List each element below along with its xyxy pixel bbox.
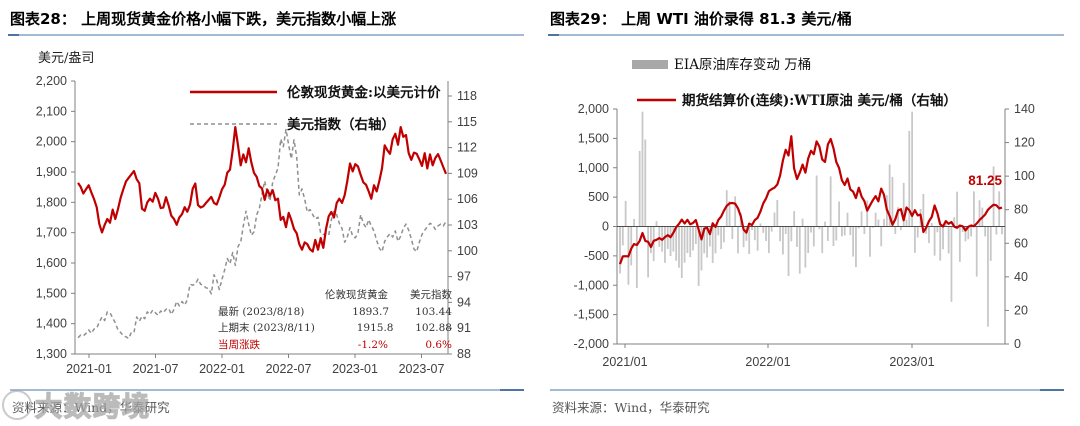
table-row-latest: 最新 (2023/8/18) 1893.7 103.44 [218, 305, 452, 318]
svg-text:2022/01: 2022/01 [745, 355, 790, 369]
figure-29-panel: 图表29： 上周 WTI 油价录得 81.3 美元/桶 2,000 1,500 1,… [540, 0, 1080, 426]
svg-text:2022-01: 2022-01 [199, 362, 245, 376]
svg-text:1,000: 1,000 [578, 161, 609, 175]
svg-text:100: 100 [457, 244, 478, 258]
svg-text:2023-07: 2023-07 [399, 362, 445, 376]
figure-28-footer: 资料来源：Wind，华泰研究 [0, 389, 540, 416]
svg-text:88: 88 [457, 347, 471, 361]
svg-text:1,700: 1,700 [36, 226, 67, 240]
figure-29-title-rule [548, 34, 1064, 36]
bottom-rule-accent [1040, 389, 1064, 391]
gold-usd-chart-area: 美元/盎司 2,200 2,100 2,000 1,900 1,800 1,700 1,600… [0, 44, 540, 384]
figure-28-panel: 图表28： 上周现货黄金价格小幅下跌，美元指数小幅上涨 美元/盎司 2,200 2,… [0, 10, 540, 416]
svg-text:伦敦现货黄金:以美元计价: 伦敦现货黄金:以美元计价 [287, 84, 441, 101]
svg-text:-2,000: -2,000 [574, 337, 609, 351]
title-rule-accent [548, 34, 559, 36]
gold-usd-stats-table: 伦敦现货黄金 美元指数 最新 (2023/8/18) 1893.7 103.44… [218, 287, 452, 353]
table-header-gold: 伦敦现货黄金 [325, 289, 388, 301]
svg-text:2,000: 2,000 [578, 102, 609, 116]
svg-text:0: 0 [602, 220, 609, 234]
figure-29-bottom-rule [550, 389, 1064, 391]
oil-inventory-chart: 2,000 1,500 1,000 500 0 -500 -1,000 -1,500 -2,00… [574, 57, 1035, 369]
svg-text:2021/01: 2021/01 [602, 355, 647, 369]
table-header-dxy: 美元指数 [410, 289, 452, 301]
table-row-previous: 上期末 (2023/8/11) 1915.8 102.88 [218, 322, 452, 334]
figure-29-footer: 资料来源：Wind，华泰研究 [540, 389, 1080, 416]
svg-text:115: 115 [457, 115, 477, 129]
svg-text:100: 100 [1014, 169, 1035, 183]
svg-text:EIA原油库存变动 万桶: EIA原油库存变动 万桶 [674, 57, 811, 73]
svg-text:-1,000: -1,000 [574, 278, 609, 292]
bottom-rule-accent [500, 389, 524, 391]
oil-chart-area: 2,000 1,500 1,000 500 0 -500 -1,000 -1,500 -2,00… [540, 44, 1080, 384]
svg-text:2021-07: 2021-07 [133, 362, 179, 376]
svg-text:109: 109 [457, 166, 478, 180]
gold-usd-chart: 美元/盎司 2,200 2,100 2,000 1,900 1,800 1,700 1,600… [36, 51, 478, 376]
title-rule-accent [8, 34, 19, 36]
svg-text:500: 500 [588, 190, 609, 204]
svg-text:2021-01: 2021-01 [66, 362, 112, 376]
figure-28-source: 资料来源：Wind，华泰研究 [12, 400, 170, 415]
table-header-row: 伦敦现货黄金 美元指数 [218, 287, 452, 304]
svg-text:118: 118 [457, 89, 477, 103]
svg-text:80: 80 [1014, 203, 1028, 217]
svg-text:40: 40 [1014, 270, 1028, 284]
svg-text:112: 112 [457, 141, 477, 155]
svg-text:2,200: 2,200 [36, 74, 67, 88]
table-row-wow-change: 当周涨跌 -1.2% 0.6% [218, 338, 452, 351]
svg-text:2,000: 2,000 [36, 135, 67, 149]
svg-text:81.25: 81.25 [968, 173, 1002, 188]
svg-text:97: 97 [457, 270, 471, 284]
svg-text:1,500: 1,500 [578, 131, 609, 145]
svg-text:2023/01: 2023/01 [889, 355, 934, 369]
svg-text:1,800: 1,800 [36, 195, 67, 209]
figure-29-source: 资料来源：Wind，华泰研究 [552, 400, 710, 415]
svg-text:1,500: 1,500 [36, 286, 67, 300]
svg-text:1,300: 1,300 [36, 347, 67, 361]
svg-text:1,900: 1,900 [36, 165, 67, 179]
svg-text:94: 94 [457, 295, 471, 309]
svg-text:美元指数（右轴）: 美元指数（右轴） [287, 116, 395, 133]
figure-28-bottom-rule [10, 389, 524, 391]
figure-28-title: 图表28： 上周现货黄金价格小幅下跌，美元指数小幅上涨 [10, 10, 397, 28]
svg-text:-1,500: -1,500 [574, 308, 609, 322]
svg-text:1,600: 1,600 [36, 256, 67, 270]
svg-text:120: 120 [1014, 136, 1035, 150]
svg-text:20: 20 [1014, 303, 1028, 317]
svg-text:103: 103 [457, 218, 478, 232]
svg-text:1,400: 1,400 [36, 317, 67, 331]
figure-29-title: 图表29： 上周 WTI 油价录得 81.3 美元/桶 [550, 10, 852, 28]
svg-text:期货结算价(连续):WTI原油 美元/桶（右轴）: 期货结算价(连续):WTI原油 美元/桶（右轴） [682, 92, 957, 109]
svg-text:140: 140 [1014, 102, 1035, 116]
svg-text:60: 60 [1014, 236, 1028, 250]
svg-text:2022-07: 2022-07 [266, 362, 312, 376]
svg-text:美元/盎司: 美元/盎司 [38, 51, 94, 66]
figure-28-title-rule [8, 34, 524, 36]
svg-text:2,100: 2,100 [36, 104, 67, 118]
svg-text:-500: -500 [584, 249, 609, 263]
svg-text:2023-01: 2023-01 [332, 362, 378, 376]
svg-text:0: 0 [1014, 337, 1021, 351]
svg-text:106: 106 [457, 192, 478, 206]
svg-text:91: 91 [457, 321, 471, 335]
